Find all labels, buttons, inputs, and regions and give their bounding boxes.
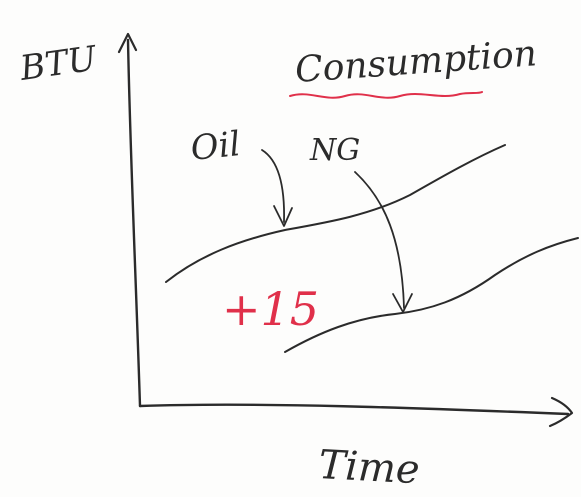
y-axis-label: BTU bbox=[17, 38, 100, 89]
y-axis-arrowhead bbox=[117, 32, 138, 54]
x-axis-label: Time bbox=[317, 442, 420, 493]
annotation-value: +15 bbox=[222, 282, 319, 336]
x-axis-line bbox=[138, 403, 570, 416]
ng-pointer-arrowhead bbox=[392, 293, 413, 313]
ng-pointer-arrow bbox=[354, 171, 405, 309]
natural-gas-curve bbox=[284, 237, 579, 353]
title-underline bbox=[289, 91, 483, 99]
x-axis-arrowhead bbox=[548, 396, 574, 428]
oil-curve bbox=[165, 144, 506, 283]
oil-pointer-arrowhead bbox=[273, 205, 293, 227]
oil-pointer-arrow bbox=[261, 149, 285, 223]
diagram-title: Consumption bbox=[294, 33, 538, 91]
ng-label: NG bbox=[309, 133, 360, 168]
oil-label: Oil bbox=[189, 124, 243, 169]
y-axis-line bbox=[126, 38, 142, 408]
